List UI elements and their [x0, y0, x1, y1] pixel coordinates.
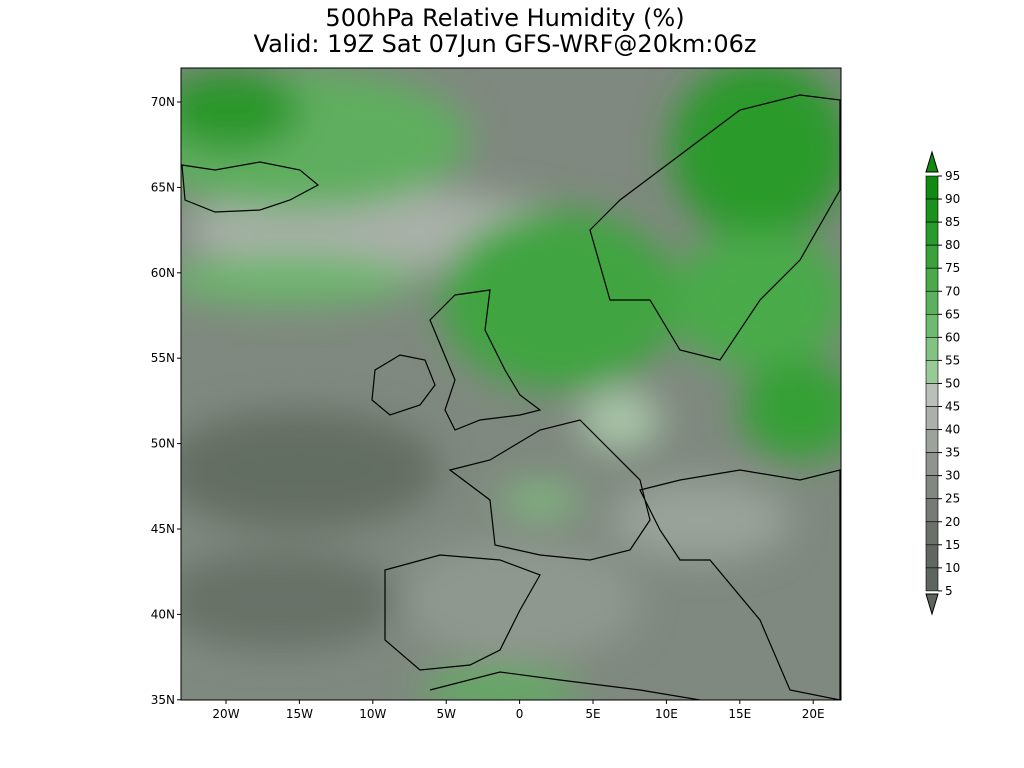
lat-label: 35N	[151, 693, 175, 707]
colorbar-label: 80	[945, 238, 960, 252]
colorbar-segment	[925, 244, 939, 269]
lon-label: 10W	[359, 707, 386, 721]
lon-label: 0	[516, 707, 524, 721]
colorbar-segment	[925, 290, 939, 315]
humidity-field	[181, 68, 841, 700]
colorbar-label: 20	[945, 515, 960, 529]
lat-label: 45N	[151, 522, 175, 536]
lon-label: 15E	[728, 707, 751, 721]
subtitle: Valid: 19Z Sat 07Jun GFS-WRF@20km:06z	[254, 30, 757, 58]
lon-label: 20W	[212, 707, 239, 721]
colorbar-segment	[925, 498, 939, 523]
colorbar-segment	[925, 313, 939, 338]
colorbar-label: 30	[945, 469, 960, 483]
colorbar-segment	[925, 383, 939, 407]
colorbar-segment	[925, 175, 939, 200]
lon-label: 20E	[802, 707, 825, 721]
lon-label: 10E	[655, 707, 678, 721]
colorbar-label: 85	[945, 215, 960, 229]
colorbar-segment	[925, 221, 939, 246]
colorbar-label: 60	[945, 330, 960, 344]
colorbar-segment	[925, 544, 939, 569]
title: 500hPa Relative Humidity (%)	[325, 4, 684, 32]
colorbar-label: 35	[945, 446, 960, 460]
lon-label: 5W	[436, 707, 456, 721]
colorbar-label: 70	[945, 284, 960, 298]
colorbar-segment	[925, 198, 939, 223]
colorbar-segment	[925, 521, 939, 546]
colorbar-top-arrow	[925, 150, 939, 173]
lat-label: 50N	[151, 437, 175, 451]
colorbar-label: 95	[945, 169, 960, 183]
coastlines	[181, 94, 841, 700]
colorbar-segment	[925, 452, 939, 476]
lat-label: 60N	[151, 266, 175, 280]
colorbar-segment	[925, 337, 939, 361]
colorbar-label: 15	[945, 538, 960, 552]
lat-label: 55N	[151, 351, 175, 365]
map-frame	[180, 67, 842, 701]
lon-label: 5E	[585, 707, 600, 721]
colorbar-segment	[925, 567, 939, 592]
colorbar-label: 45	[945, 400, 960, 414]
colorbar-label: 55	[945, 353, 960, 367]
lat-label: 65N	[151, 180, 175, 194]
lon-label: 15W	[286, 707, 313, 721]
colorbar-segment	[925, 360, 939, 384]
colorbar-label: 50	[945, 376, 960, 390]
colorbar-segment	[925, 406, 939, 430]
colorbar-segment	[925, 267, 939, 292]
colorbar-label: 5	[945, 584, 953, 598]
colorbar-segment	[925, 429, 939, 453]
colorbar-bottom-arrow	[925, 593, 939, 616]
colorbar-label: 65	[945, 307, 960, 321]
colorbar-label: 40	[945, 423, 960, 437]
lat-label: 40N	[151, 607, 175, 621]
lat-label: 70N	[151, 95, 175, 109]
colorbar-label: 90	[945, 192, 960, 206]
colorbar-label: 75	[945, 261, 960, 275]
colorbar-segment	[925, 475, 939, 499]
colorbar-label: 10	[945, 561, 960, 575]
colorbar-label: 25	[945, 492, 960, 506]
